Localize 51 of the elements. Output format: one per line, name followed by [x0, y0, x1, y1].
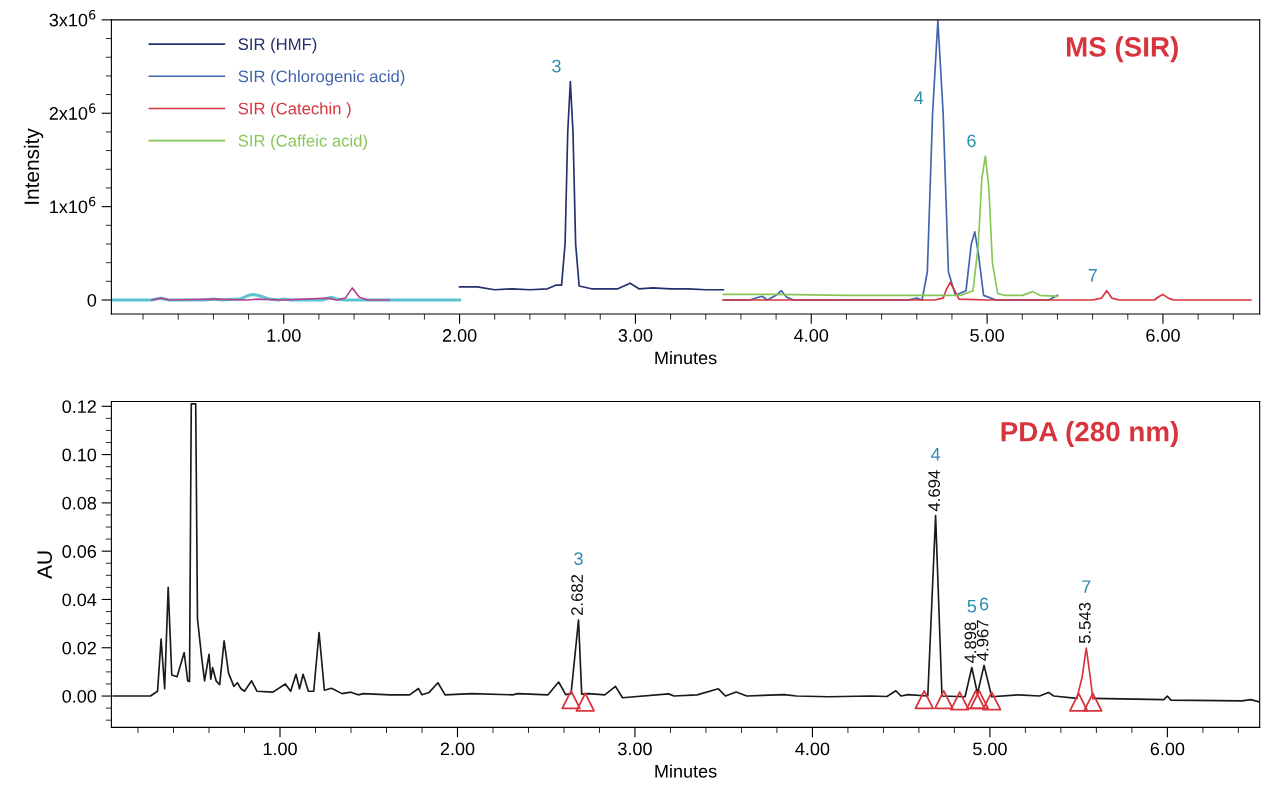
- legend-label: SIR (Chlorogenic acid): [238, 70, 405, 86]
- legend-label: SIR (Caffeic acid): [238, 134, 367, 150]
- y-axis-title: Intensity: [23, 128, 44, 204]
- annotation: 3: [574, 552, 583, 565]
- x-tick-label: 5.00: [970, 329, 1004, 342]
- y-tick-label: 2x10$^{6}$: [49, 103, 96, 120]
- annotation: 4.898: [964, 622, 977, 663]
- annotation: 3: [552, 59, 561, 73]
- y-tick-label: 0.00: [62, 689, 97, 703]
- annotation: MS (SIR): [1066, 36, 1178, 63]
- annotation: 7: [1082, 580, 1091, 593]
- x-tick-label: 2.00: [440, 742, 475, 756]
- y-tick-label: 0: [87, 293, 97, 307]
- annotation: 4.694: [928, 470, 941, 512]
- annotation: 2.682: [571, 574, 583, 615]
- y-tick-label: 0.04: [62, 593, 97, 607]
- legend-label: SIR (HMF): [238, 37, 317, 54]
- annotation: 4: [914, 91, 924, 105]
- line-series: [722, 155, 1059, 298]
- x-tick-label: 6.00: [1146, 329, 1180, 342]
- x-tick-label: 1.00: [263, 742, 297, 756]
- x-tick-label: 4.00: [794, 329, 829, 342]
- y-tick-label: 0.10: [62, 448, 97, 462]
- annotation: 5.543: [1078, 602, 1091, 644]
- x-tick-label: 5.00: [973, 742, 1007, 756]
- x-tick-label: 3.00: [618, 329, 653, 342]
- annotation: 4.967: [976, 620, 989, 661]
- x-tick-label: 2.00: [442, 329, 477, 342]
- y-tick-label: 0.06: [62, 545, 97, 558]
- annotation: 6: [979, 597, 989, 611]
- y-tick-label: 0.12: [62, 400, 96, 414]
- y-tick-label: 3x10$^{6}$: [49, 9, 96, 27]
- line-series: [151, 287, 391, 301]
- x-tick-label: 3.00: [618, 742, 652, 756]
- legend-label: SIR (Catechin ): [238, 102, 351, 118]
- x-axis-title: Minutes: [655, 764, 717, 778]
- y-tick-label: 0.02: [62, 641, 96, 655]
- y-tick-label: 0.08: [62, 496, 97, 510]
- x-tick-label: 4.00: [795, 742, 830, 756]
- y-tick-label: 1x10$^{6}$: [50, 196, 96, 214]
- y-axis-title: AU: [37, 551, 53, 579]
- x-axis-title: Minutes: [655, 351, 717, 365]
- annotation: 4: [931, 448, 941, 461]
- line-series: [722, 281, 1252, 301]
- x-tick-label: 6.00: [1150, 742, 1185, 756]
- x-tick-label: 1.00: [267, 329, 301, 342]
- line-series: [458, 80, 725, 291]
- annotation: PDA (280 nm): [1001, 421, 1178, 448]
- annotation: 5: [967, 599, 977, 613]
- annotation: 7: [1088, 269, 1097, 282]
- annotation: 6: [967, 134, 976, 148]
